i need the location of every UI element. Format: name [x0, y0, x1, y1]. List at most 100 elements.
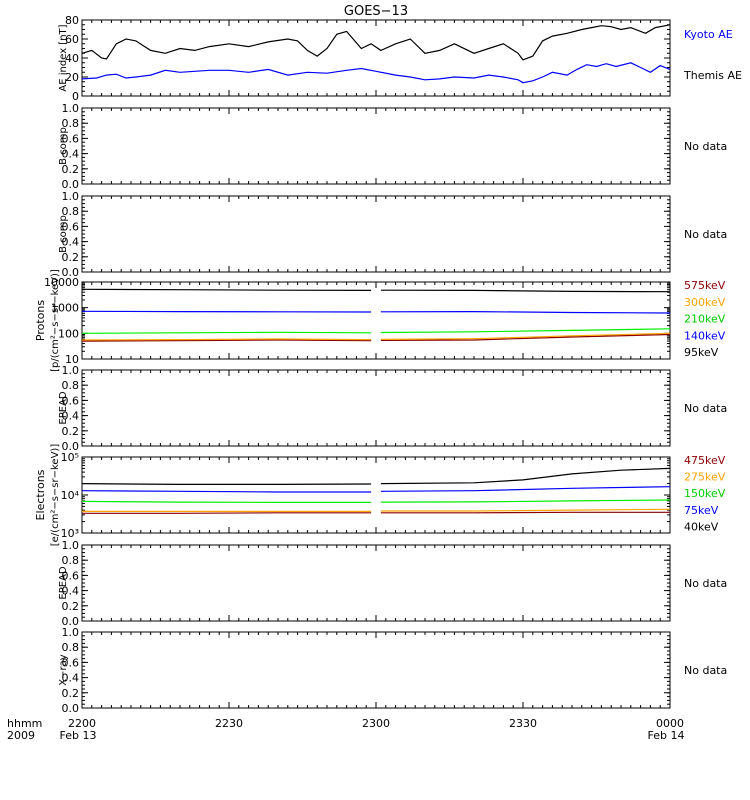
panel-b2: 0.0 0.2 0.4 0.6 0.8 1.0 B comp No data	[58, 190, 727, 279]
y-tick-label: 1.0	[62, 626, 80, 639]
panel-frame	[81, 456, 671, 534]
y-axis-label: EPEAD	[58, 566, 69, 600]
y-tick-label: 0.8	[62, 117, 80, 130]
y-tick-label: 0.0	[62, 440, 80, 453]
y-tick-label: 0.6	[62, 569, 80, 582]
y-tick-label: 80	[65, 14, 79, 27]
time-axis-unit-label: hhmm	[7, 717, 42, 730]
series-line-kyoto-ae	[81, 24, 671, 61]
y-tick-label: 1.0	[62, 102, 80, 115]
series-line-475kev	[380, 511, 670, 514]
y-tick-label: 0.6	[62, 220, 80, 233]
y-tick-label: 10⁵	[61, 451, 79, 464]
series-line-95kev	[81, 288, 372, 291]
panel-epead2: 0.0 0.2 0.4 0.6 0.8 1.0 EPEAD No data	[58, 539, 727, 628]
series-line-210kev	[380, 328, 671, 334]
legend-label: 275keV	[684, 471, 726, 484]
series-line-275kev	[380, 508, 671, 512]
y-axis-label: Electrons	[34, 469, 47, 520]
y-tick-label: 40	[65, 52, 79, 65]
legend-label: 300keV	[684, 296, 726, 309]
y-axis-units: [p/(cm²−s−sr−keV)]	[50, 269, 61, 372]
series-line-40kev	[81, 483, 372, 485]
y-tick-label: 1.0	[62, 364, 80, 377]
y-tick-label: 60	[65, 33, 79, 46]
series-line-300kev	[81, 338, 372, 341]
y-tick-label: 0.8	[62, 641, 80, 654]
y-tick-label: 1.0	[62, 539, 80, 552]
panel-epead1: 0.0 0.2 0.4 0.6 0.8 1.0 EPEAD No data	[58, 364, 727, 453]
y-tick-label: 1.0	[62, 190, 80, 203]
legend-label: 210keV	[684, 313, 726, 326]
legend-label: 40keV	[684, 520, 719, 533]
panel-frame	[81, 281, 671, 360]
time-tick-label: 2230	[215, 717, 243, 730]
legend-label: Themis AE	[683, 69, 742, 82]
legend-label: 95keV	[684, 346, 719, 359]
y-tick-label: 0	[72, 90, 79, 103]
panel-frame	[81, 195, 671, 273]
y-tick-label: 0.2	[62, 251, 80, 264]
y-tick-label: 0.8	[62, 379, 80, 392]
y-tick-label: 0.0	[62, 702, 80, 715]
series-line-75kev	[81, 490, 372, 493]
panel-frame	[81, 369, 671, 447]
time-tick-label: 0000	[656, 717, 684, 730]
y-tick-label: 0.8	[62, 205, 80, 218]
y-tick-label: 0.4	[62, 585, 80, 598]
series-line-210kev	[81, 331, 372, 334]
time-tick-label: 2200	[68, 717, 96, 730]
y-tick-label: 20	[65, 71, 79, 84]
y-tick-label: 0.2	[62, 600, 80, 613]
series-line-themis-ae	[81, 62, 671, 84]
y-tick-label: 0.2	[62, 425, 80, 438]
panel-protons: 10 100 1000 10000 Protons [p/(cm²−s−sr−keV)] 5…	[34, 269, 726, 372]
no-data-label: No data	[684, 664, 727, 677]
y-axis-label: B comp	[58, 127, 69, 165]
y-tick-label: 0.6	[62, 132, 80, 145]
y-tick-label: 0.4	[62, 148, 80, 161]
time-tick-label: 2330	[509, 717, 537, 730]
y-axis-units: [e/(cm²−s−sr−keV)]	[50, 444, 61, 547]
series-line-95kev	[380, 289, 671, 293]
series-line-475kev	[82, 512, 372, 514]
panel-frame	[81, 544, 671, 622]
panel-frame	[81, 107, 671, 185]
year-label: 2009	[7, 729, 35, 742]
y-tick-label: 10³	[61, 527, 79, 540]
series-line-150kev	[81, 500, 372, 503]
y-axis-label: EPEAD	[58, 391, 69, 425]
y-tick-label: 100	[58, 327, 79, 340]
y-tick-label: 10	[65, 353, 79, 366]
legend-label: 475keV	[684, 454, 726, 467]
y-tick-label: 10000	[44, 276, 79, 289]
y-tick-label: 1000	[51, 302, 79, 315]
y-tick-label: 0.4	[62, 410, 80, 423]
y-axis-label: X−ray	[58, 654, 69, 685]
panel-frame	[81, 631, 671, 709]
legend-label: 75keV	[684, 504, 719, 517]
series-line-575kev	[81, 339, 372, 342]
y-tick-label: 0.2	[62, 687, 80, 700]
date-label: Feb 13	[60, 729, 97, 742]
panel-frame	[81, 19, 671, 97]
legend-label: 140keV	[684, 329, 726, 342]
no-data-label: No data	[684, 577, 727, 590]
time-tick-label: 2300	[362, 717, 390, 730]
panel-b1: 0.0 0.2 0.4 0.6 0.8 1.0 B comp No data	[58, 102, 727, 191]
series-line-300kev	[380, 332, 671, 340]
y-tick-label: 0.0	[62, 615, 80, 628]
panel-xray: 0.0 0.2 0.4 0.6 0.8 1.0 X−ray No data	[58, 626, 727, 715]
no-data-label: No data	[684, 140, 727, 153]
y-tick-label: 0.0	[62, 178, 80, 191]
series-line-40kev	[380, 467, 671, 485]
series-line-150kev	[380, 499, 671, 503]
date-label: Feb 14	[648, 729, 685, 742]
y-tick-label: 0.6	[62, 394, 80, 407]
y-axis-label: B comp	[58, 215, 69, 253]
y-tick-label: 0.4	[62, 236, 80, 249]
no-data-label: No data	[684, 228, 727, 241]
